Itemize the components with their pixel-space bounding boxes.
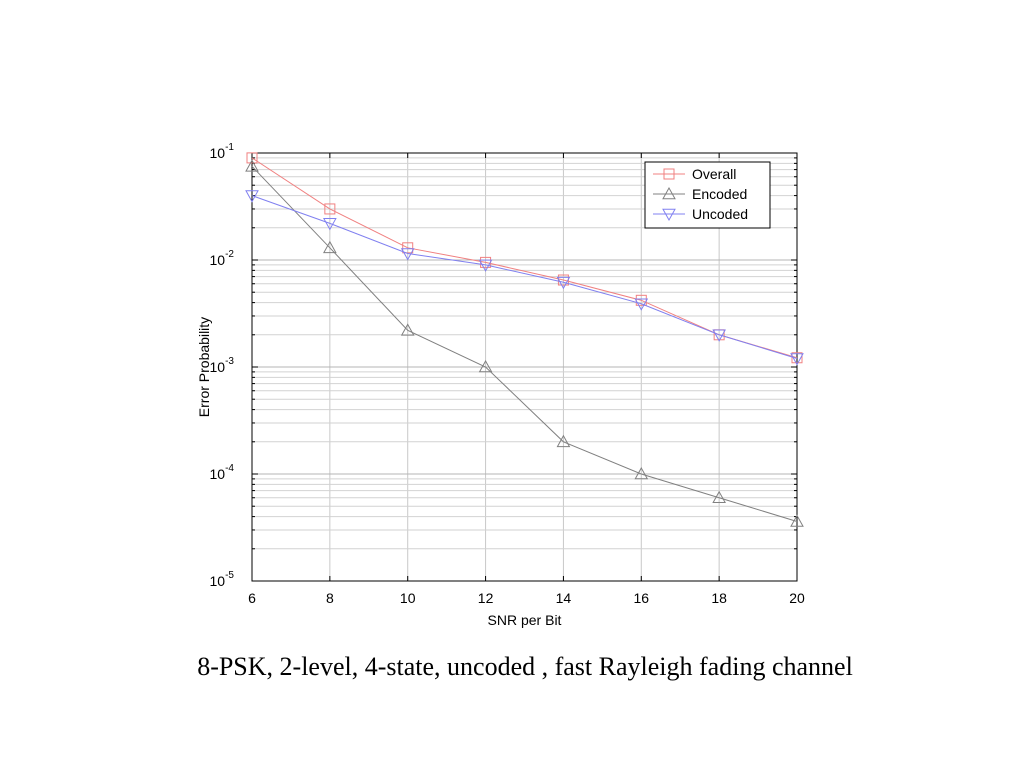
data-point [245,159,259,172]
data-point [478,259,493,272]
series-line [251,195,798,360]
y-tick-label: 10-1 [210,142,235,161]
data-point [323,240,337,254]
x-tick-label: 8 [326,590,334,606]
data-point [478,359,493,373]
data-point [712,329,726,342]
legend-marker [662,208,676,222]
series-uncoded [245,190,804,366]
y-tick-label: 10-2 [210,249,235,268]
data-point [323,218,337,231]
y-tick-label: 10-4 [210,463,235,482]
legend: Overall Encoded Uncoded [644,161,771,229]
data-point [790,353,804,366]
x-tick-label: 18 [711,590,727,606]
data-point [634,466,649,480]
data-point [402,242,414,254]
y-tick-label: 10-5 [210,570,235,589]
legend-marker [663,168,675,180]
legend-label: Encoded [692,186,747,202]
data-point [400,323,415,336]
data-point [246,152,258,164]
series-encoded [245,159,804,527]
series-line [251,166,798,522]
x-axis-label: SNR per Bit [488,612,562,628]
x-tick-label: 12 [478,590,494,606]
legend-label: Uncoded [692,206,748,222]
data-point [634,298,649,311]
data-point [556,276,571,290]
legend-label: Overall [692,166,736,182]
x-tick-label: 14 [556,590,572,606]
x-tick-label: 16 [633,590,649,606]
data-point [791,352,803,364]
data-point [712,490,726,504]
x-tick-label: 6 [248,590,256,606]
data-point [556,434,571,448]
slide-caption: 8-PSK, 2-level, 4-state, uncoded , fast … [197,652,853,681]
data-point [790,514,804,527]
legend-box [644,161,771,229]
axes-box [251,152,798,582]
data-point [400,248,415,261]
data-point [245,190,259,203]
series-overall [246,152,803,364]
y-tick-label: 10-3 [210,356,235,375]
data-point [324,203,336,215]
legend-marker [662,186,676,200]
series-line [251,157,798,359]
chart-plot: 6 8 10 12 14 16 18 20 10-1 10-2 10-3 10-4 10-5 SNR pe… [196,142,805,628]
y-axis-label: Error Probability [196,317,212,417]
x-tick-label: 20 [789,590,805,606]
x-tick-label: 10 [400,590,416,606]
